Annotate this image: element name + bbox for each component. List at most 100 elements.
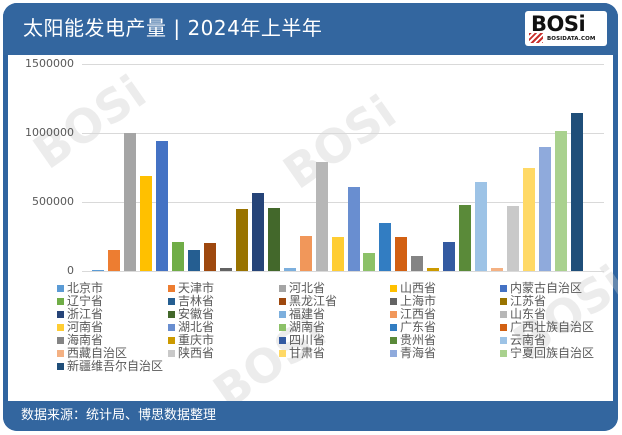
bar-23[interactable] — [459, 205, 471, 271]
bar-27[interactable] — [523, 168, 535, 271]
bar-8[interactable] — [220, 268, 232, 271]
legend-item[interactable]: 安徽省 — [168, 308, 214, 321]
legend-item[interactable]: 江西省 — [390, 308, 436, 321]
legend-label: 吉林省 — [178, 294, 215, 308]
legend-item[interactable]: 广西壮族自治区 — [500, 321, 594, 334]
legend-swatch-icon — [168, 337, 175, 344]
legend-swatch-icon — [57, 337, 64, 344]
bar-21[interactable] — [427, 268, 439, 271]
legend-swatch-icon — [390, 337, 397, 344]
bar-24[interactable] — [475, 182, 487, 271]
legend-item[interactable]: 广东省 — [390, 321, 436, 334]
y-axis-tick-label: 500000 — [32, 195, 74, 208]
legend-label: 北京市 — [67, 281, 104, 295]
legend-swatch-icon — [279, 337, 286, 344]
bar-7[interactable] — [204, 243, 216, 271]
bar-14[interactable] — [316, 162, 328, 271]
legend-label: 重庆市 — [178, 333, 215, 347]
bar-26[interactable] — [507, 206, 519, 271]
legend-item[interactable]: 西藏自治区 — [57, 347, 127, 360]
legend-swatch-icon — [57, 298, 64, 305]
legend-item[interactable]: 山西省 — [390, 282, 436, 295]
legend-item[interactable]: 福建省 — [279, 308, 325, 321]
bar-18[interactable] — [379, 223, 391, 271]
legend-item[interactable]: 甘肃省 — [279, 347, 325, 360]
legend-item[interactable]: 新疆维吾尔自治区 — [57, 360, 163, 373]
legend-item[interactable]: 河北省 — [279, 282, 325, 295]
logo-text: BOSi — [531, 12, 586, 36]
legend-item[interactable]: 山东省 — [500, 308, 546, 321]
legend-item[interactable]: 湖北省 — [168, 321, 214, 334]
legend-swatch-icon — [390, 298, 397, 305]
legend-label: 湖南省 — [289, 320, 326, 334]
bar-19[interactable] — [395, 237, 407, 271]
legend-item[interactable]: 黑龙江省 — [279, 295, 337, 308]
bar-3[interactable] — [140, 176, 152, 271]
bar-22[interactable] — [443, 242, 455, 271]
bar-0[interactable] — [92, 270, 104, 271]
legend-item[interactable]: 宁夏回族自治区 — [500, 347, 594, 360]
chart-legend: 北京市 天津市 河北省 山西省 内蒙古自治区辽宁省 吉林省 黑龙江省 上海市 江苏省浙江省 安徽省… — [8, 282, 613, 400]
legend-label: 海南省 — [67, 333, 104, 347]
legend-label: 黑龙江省 — [289, 294, 338, 308]
legend-item[interactable]: 陕西省 — [168, 347, 214, 360]
legend-swatch-icon — [279, 324, 286, 331]
bar-20[interactable] — [411, 256, 423, 271]
legend-label: 上海市 — [400, 294, 437, 308]
legend-item[interactable]: 海南省 — [57, 334, 103, 347]
bar-2[interactable] — [124, 133, 136, 271]
legend-item[interactable]: 吉林省 — [168, 295, 214, 308]
bar-12[interactable] — [284, 268, 296, 271]
legend-item[interactable]: 上海市 — [390, 295, 436, 308]
legend-item[interactable]: 天津市 — [168, 282, 214, 295]
legend-item[interactable]: 江苏省 — [500, 295, 546, 308]
legend-item[interactable]: 浙江省 — [57, 308, 103, 321]
bar-28[interactable] — [539, 147, 551, 271]
legend-item[interactable]: 贵州省 — [390, 334, 436, 347]
legend-item[interactable]: 重庆市 — [168, 334, 214, 347]
legend-swatch-icon — [279, 285, 286, 292]
legend-item[interactable]: 内蒙古自治区 — [500, 282, 582, 295]
legend-item[interactable]: 四川省 — [279, 334, 325, 347]
legend-item[interactable]: 湖南省 — [279, 321, 325, 334]
logo-stripe-icon — [529, 33, 543, 43]
bar-9[interactable] — [236, 209, 248, 271]
legend-item[interactable]: 河南省 — [57, 321, 103, 334]
bar-1[interactable] — [108, 250, 120, 271]
bar-13[interactable] — [300, 236, 312, 271]
legend-item[interactable]: 辽宁省 — [57, 295, 103, 308]
legend-swatch-icon — [500, 350, 507, 357]
logo-subtext: BOSIDATA.COM — [547, 36, 596, 42]
bar-15[interactable] — [332, 237, 344, 271]
chart-title: 太阳能发电产量 | 2024年上半年 — [23, 16, 323, 40]
bar-4[interactable] — [156, 141, 168, 271]
legend-label: 西藏自治区 — [67, 346, 128, 360]
bar-25[interactable] — [491, 268, 503, 271]
bar-30[interactable] — [571, 113, 583, 271]
legend-item[interactable]: 北京市 — [57, 282, 103, 295]
bar-6[interactable] — [188, 250, 200, 271]
gridline — [82, 202, 604, 203]
legend-swatch-icon — [168, 350, 175, 357]
bar-29[interactable] — [555, 131, 567, 271]
legend-label: 陕西省 — [178, 346, 215, 360]
legend-swatch-icon — [57, 350, 64, 357]
bar-5[interactable] — [172, 242, 184, 271]
bar-10[interactable] — [252, 193, 264, 271]
legend-label: 湖北省 — [178, 320, 215, 334]
legend-label: 河北省 — [289, 281, 326, 295]
bar-17[interactable] — [363, 253, 375, 271]
legend-label: 江西省 — [400, 307, 437, 321]
legend-swatch-icon — [500, 298, 507, 305]
legend-label: 浙江省 — [67, 307, 104, 321]
legend-label: 四川省 — [289, 333, 326, 347]
bar-16[interactable] — [348, 187, 360, 271]
legend-item[interactable]: 青海省 — [390, 347, 436, 360]
legend-swatch-icon — [168, 298, 175, 305]
legend-swatch-icon — [57, 363, 64, 370]
bar-11[interactable] — [268, 208, 280, 271]
legend-swatch-icon — [168, 311, 175, 318]
legend-label: 宁夏回族自治区 — [510, 346, 595, 360]
legend-swatch-icon — [57, 285, 64, 292]
legend-item[interactable]: 云南省 — [500, 334, 546, 347]
